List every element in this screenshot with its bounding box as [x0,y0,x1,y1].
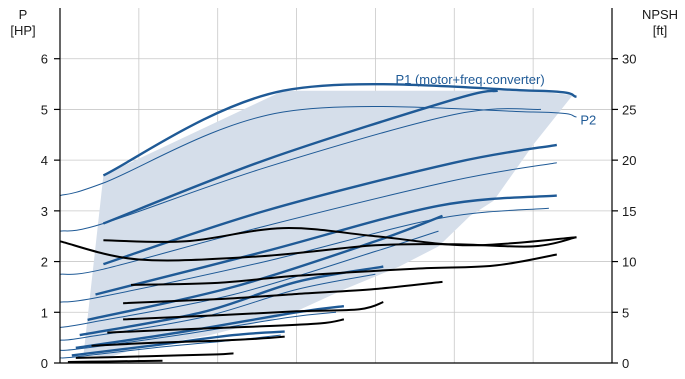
right-tick-label: 25 [622,102,636,117]
envelope-area [83,90,573,358]
p2-curve [59,311,337,351]
right-tick-label: 5 [622,305,629,320]
npsh-curve [91,335,285,347]
right-tick-label: 20 [622,153,636,168]
npsh-curve [75,352,234,359]
p2-curve [59,273,376,341]
left-tick-label: 6 [41,52,48,67]
left-tick-label: 3 [41,204,48,219]
right-tick-label: 10 [622,255,636,270]
right-tick-label: 30 [622,52,636,67]
left-tick-label: 4 [41,153,48,168]
p2-curve [59,162,557,275]
p2-curve [59,230,439,328]
left-axis-title-unit: [HP] [10,23,35,38]
right-tick-label: 15 [622,204,636,219]
p1-curve [75,305,345,349]
p2-curve [59,106,577,197]
p1-curve [87,214,443,322]
p1-curve [102,89,498,225]
npsh-curve [130,253,557,286]
p2-curve [59,207,549,303]
right-axis-title-unit: [ft] [653,23,667,38]
p2-annotation: P2 [580,113,596,128]
npsh-curve [59,236,577,262]
left-tick-label: 0 [41,356,48,371]
npsh-curves [59,227,577,363]
p2-curve [59,108,542,232]
npsh-curve [67,359,163,363]
axes [59,8,613,364]
left-axis-title-symbol: P [19,7,28,22]
left-tick-label: 5 [41,102,48,117]
npsh-curve [107,318,345,334]
right-tick-label: 0 [622,356,629,371]
operating-envelope [83,90,573,358]
right-axis-title-symbol: NPSH [642,7,678,22]
npsh-curve [123,301,384,321]
npsh-curve [123,280,443,305]
tick-labels: 0 1 2 3 4 5 6 0 5 10 15 20 25 30 [41,52,637,371]
left-tick-label: 1 [41,305,48,320]
p1-curve [102,82,577,177]
p1-annotation: P1 (motor+freq.converter) [395,72,544,87]
left-tick-label: 2 [41,255,48,270]
